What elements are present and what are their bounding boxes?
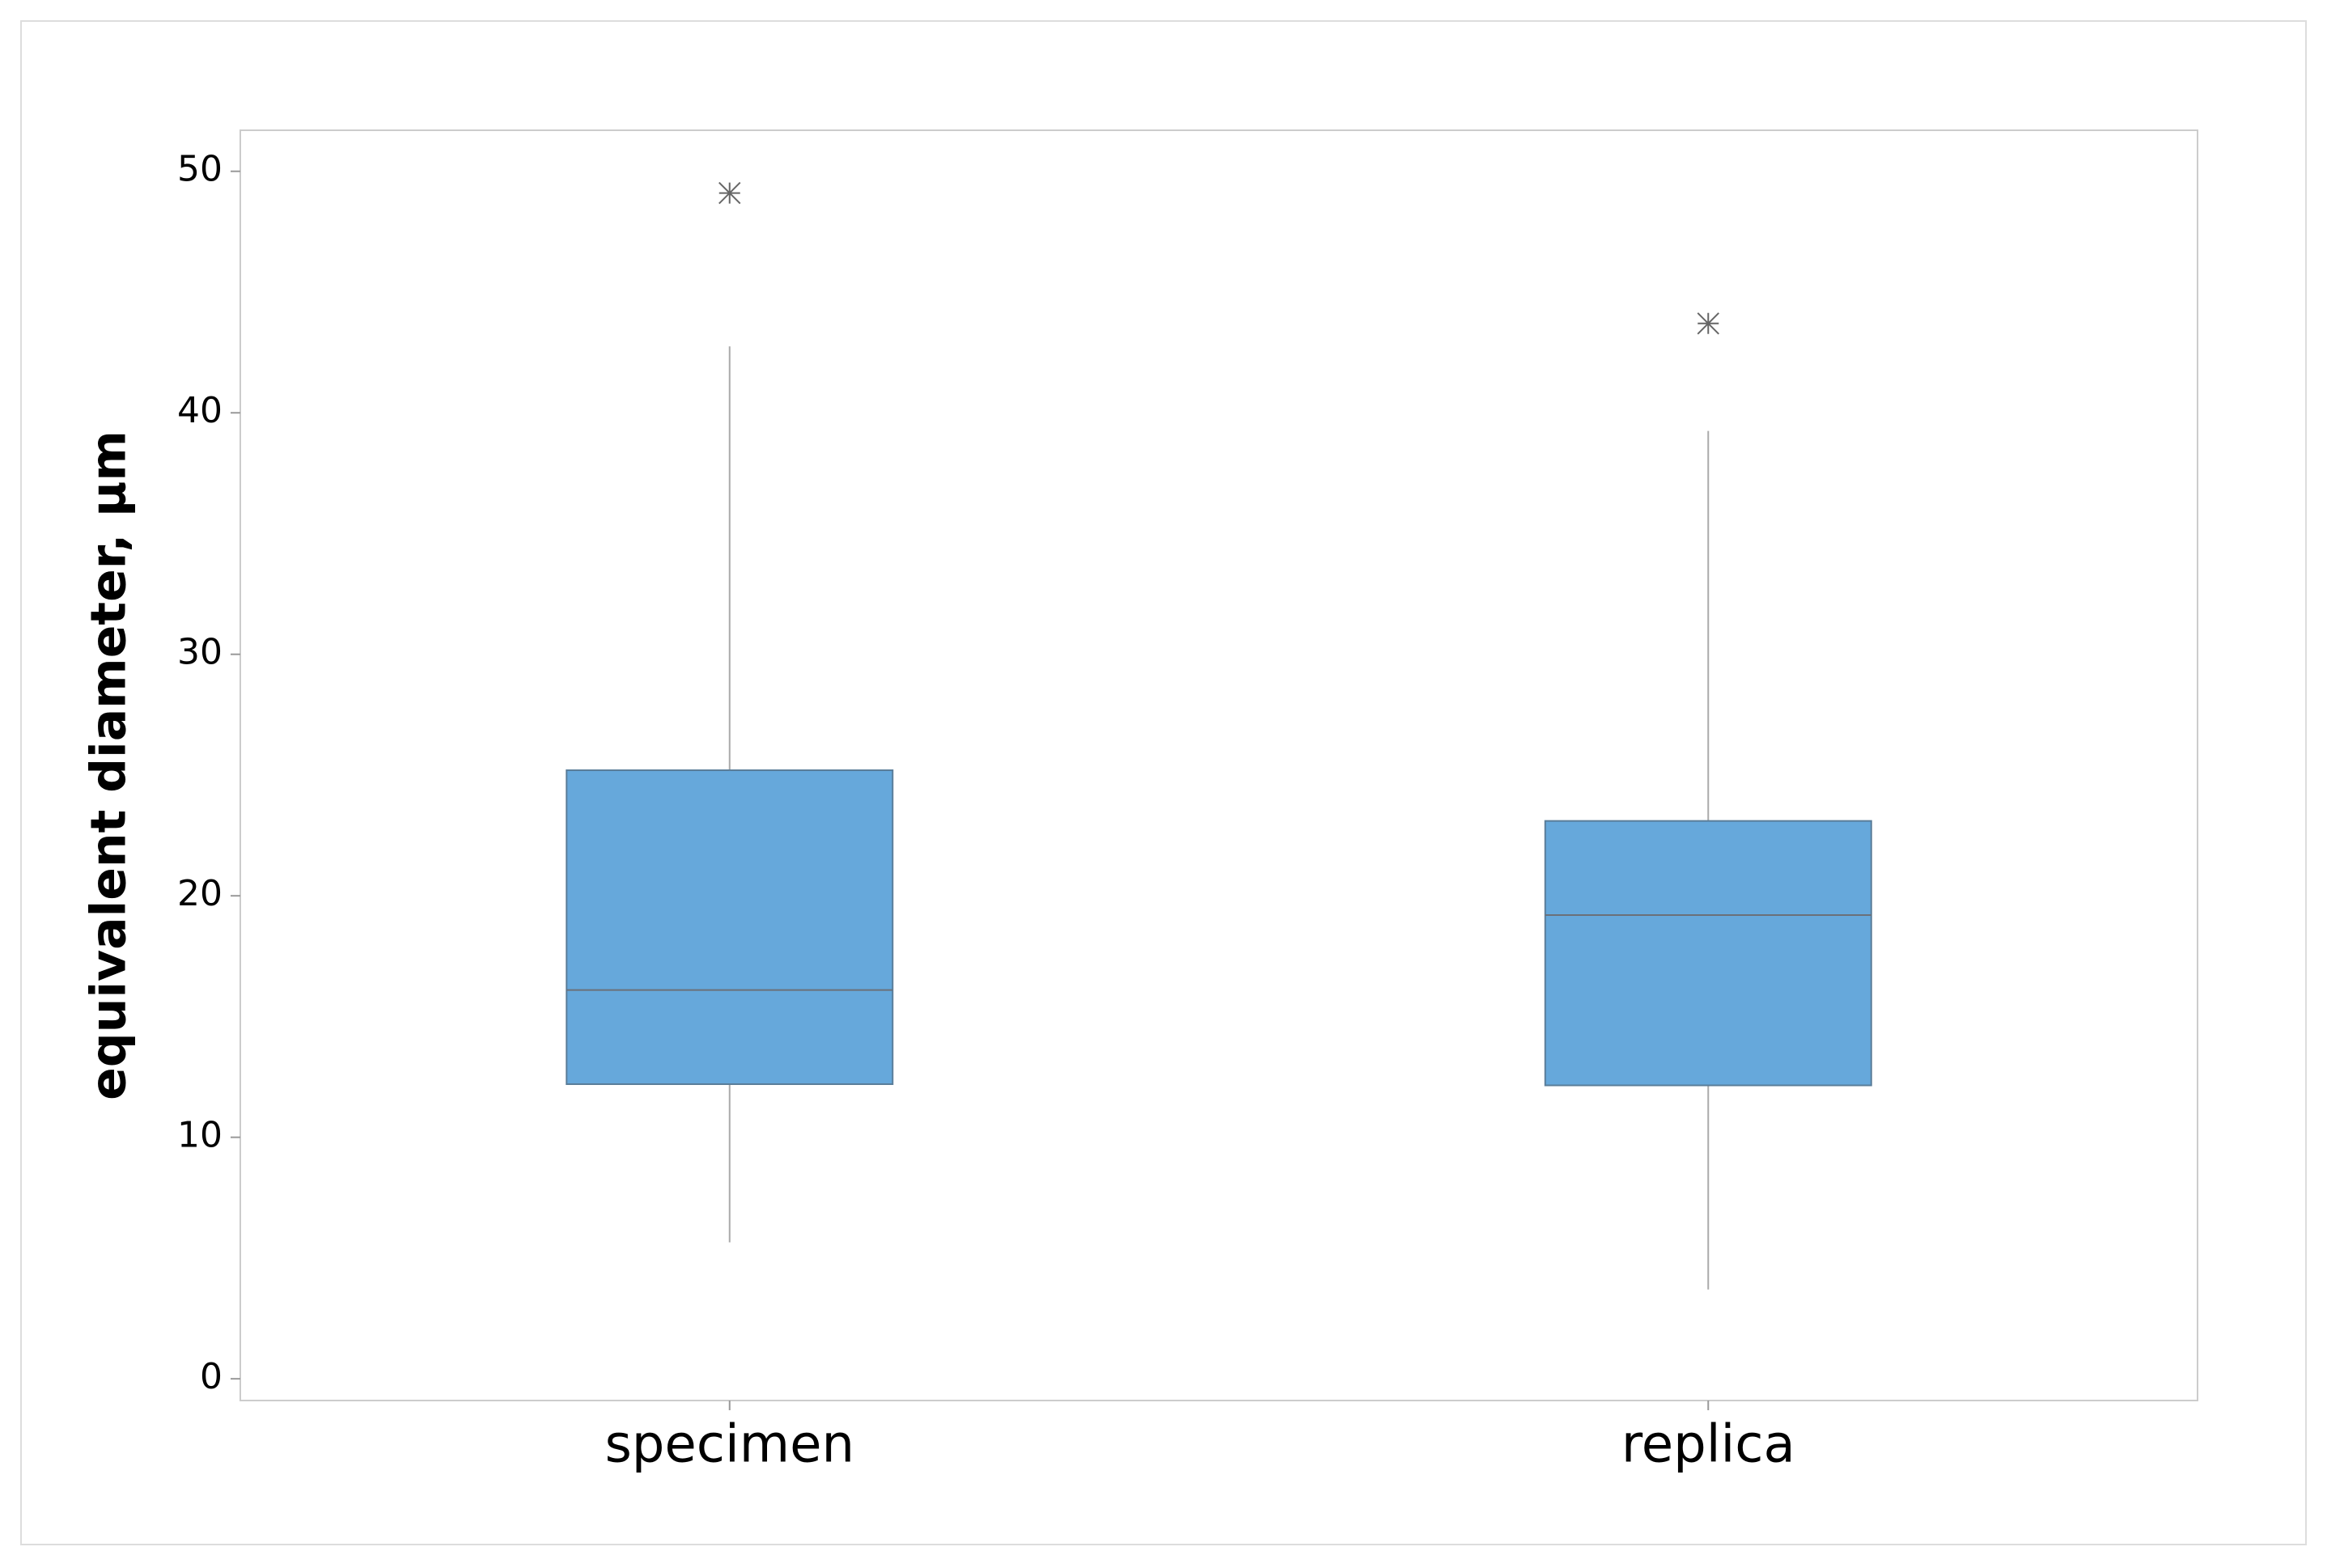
outlier [1697, 312, 1719, 335]
y-tick-label: 50 [177, 149, 223, 190]
y-tick-label: 40 [177, 390, 223, 431]
outlier [718, 181, 741, 205]
y-tick-label: 20 [177, 873, 223, 914]
box [1544, 820, 1872, 1087]
x-tick-label: specimen [604, 1415, 854, 1475]
box [566, 769, 894, 1085]
y-axis-label: equivalent diameter, µm [81, 430, 138, 1100]
y-tick-label: 0 [200, 1356, 223, 1397]
x-tick-label: replica [1621, 1415, 1795, 1475]
y-tick-label: 30 [177, 632, 223, 673]
y-tick-label: 10 [177, 1115, 223, 1156]
plot-area [239, 129, 2198, 1401]
